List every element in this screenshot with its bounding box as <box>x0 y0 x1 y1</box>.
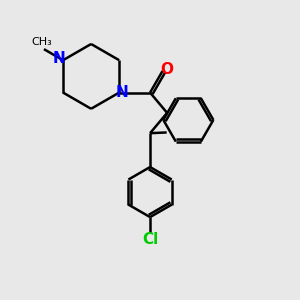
Text: Cl: Cl <box>142 232 158 247</box>
Text: CH₃: CH₃ <box>31 37 52 47</box>
Text: N: N <box>53 51 66 66</box>
Text: N: N <box>116 85 128 100</box>
Text: O: O <box>160 62 173 77</box>
